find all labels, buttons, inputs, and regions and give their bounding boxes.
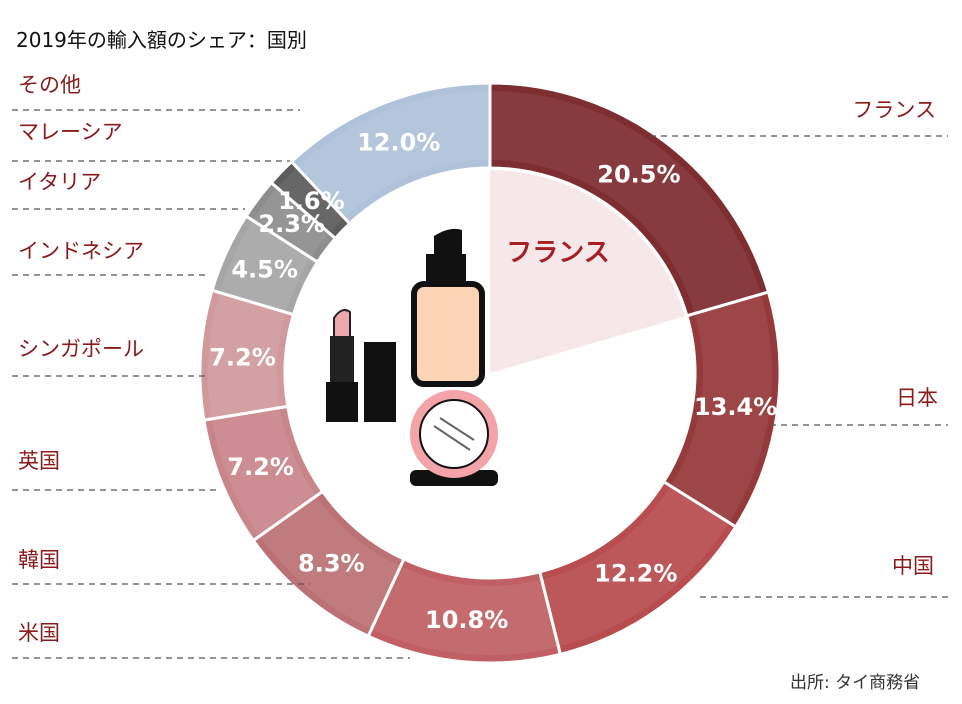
percent-label-6: 7.2%: [209, 343, 276, 371]
category-label-1: 日本: [896, 386, 938, 410]
cosmetics-illustration: [326, 228, 498, 486]
percent-label-5: 7.2%: [227, 453, 294, 481]
slice-inner-1: [670, 294, 772, 523]
slice-inner-4: [259, 496, 401, 629]
foundation-bottle-icon: [411, 228, 485, 387]
slice-inner-6: [208, 292, 286, 419]
percent-label-8: 2.3%: [258, 210, 325, 238]
percent-label-1: 13.4%: [694, 393, 777, 421]
category-label-9: マレーシア: [18, 120, 123, 144]
category-label-2: 中国: [892, 554, 934, 578]
slice-inner-8: [252, 187, 330, 258]
slice-inner-2: [541, 485, 730, 647]
lipstick-icon: [326, 309, 396, 422]
category-label-0: フランス: [852, 98, 936, 122]
category-label-7: インドネシア: [18, 239, 144, 263]
slice-inner-0: [490, 91, 761, 314]
category-label-8: イタリア: [18, 170, 101, 194]
donut-slices: [198, 81, 782, 665]
percent-label-3: 10.8%: [425, 606, 508, 634]
percent-label-2: 12.2%: [594, 560, 677, 588]
category-label-5: 英国: [18, 449, 60, 473]
highlight-category-label: フランス: [506, 238, 609, 268]
leader-lines: [12, 109, 948, 659]
category-label-10: その他: [18, 73, 81, 97]
compact-mirror-icon: [410, 390, 498, 486]
slice-inner-5: [211, 407, 317, 536]
slice-inner-10: [296, 91, 490, 218]
percent-label-0: 20.5%: [597, 161, 680, 189]
category-label-3: 米国: [18, 621, 60, 645]
percent-label-4: 8.3%: [298, 550, 365, 578]
slice-inner-3: [371, 566, 559, 655]
highlight-wedge: [490, 170, 685, 373]
slice-10: [289, 81, 492, 226]
percent-label-7: 4.5%: [231, 256, 298, 284]
source-note: 出所: タイ商務省: [790, 673, 921, 693]
percent-labels: 20.5% 13.4% 12.2% 10.8% 8.3% 7.2% 7.2% 4.5% 2.3%…: [209, 128, 777, 633]
percent-label-10: 12.0%: [357, 128, 440, 156]
category-label-6: シンガポール: [18, 337, 144, 361]
slice-inner-9: [277, 167, 345, 234]
chart-title: 2019年の輸入額のシェア：国別: [16, 28, 307, 52]
percent-label-9: 1.6%: [278, 187, 345, 215]
category-label-4: 韓国: [18, 548, 60, 572]
